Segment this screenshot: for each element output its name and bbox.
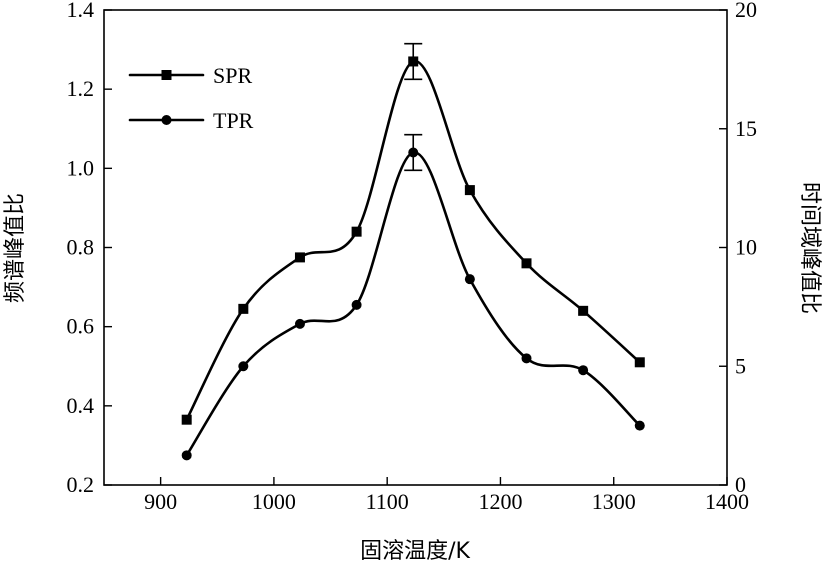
y-tick-label: 1.0	[67, 155, 95, 180]
tpr-point	[578, 365, 589, 376]
x-tick-label: 1300	[592, 489, 636, 514]
x-tick-label: 1100	[366, 489, 409, 514]
tpr-point	[408, 147, 419, 158]
x-tick-label: 1200	[478, 489, 522, 514]
x-tick-label: 1400	[705, 489, 749, 514]
legend-marker-spr	[161, 70, 172, 80]
spr-point	[464, 185, 475, 196]
tpr-point	[351, 299, 362, 310]
spr-point	[181, 414, 192, 425]
tpr-point	[521, 353, 532, 364]
plot-frame	[103, 9, 728, 486]
tpr-point	[181, 450, 192, 461]
x-axis-label: 固溶温度/K	[360, 539, 470, 564]
y-tick-label: 1.4	[67, 0, 95, 22]
y2-tick-label: 5	[735, 353, 746, 378]
spr-point	[294, 252, 305, 263]
y2-tick-label: 20	[735, 0, 757, 22]
tpr-point	[238, 361, 249, 372]
legend-marker-tpr	[161, 115, 172, 125]
y-tick-label: 0.4	[67, 393, 95, 418]
legend-label-tpr: TPR	[213, 108, 254, 133]
spr-point	[634, 357, 645, 368]
spr-point	[578, 305, 589, 316]
tpr-point	[634, 420, 645, 431]
y2-tick-label: 15	[735, 116, 757, 141]
y-tick-label: 1.2	[67, 76, 95, 101]
y-axis-label: 频谱峰值比	[3, 193, 28, 303]
x-tick-label: 1000	[252, 489, 296, 514]
tpr-series-line	[185, 151, 642, 457]
spr-point	[408, 56, 419, 67]
tpr-point	[464, 274, 475, 285]
y-tick-label: 0.6	[67, 314, 95, 339]
y-tick-label: 0.2	[67, 472, 95, 497]
spr-point	[521, 258, 532, 269]
legend-label-spr: SPR	[213, 63, 252, 88]
x-tick-label: 900	[144, 489, 177, 514]
y-tick-label: 0.8	[67, 235, 95, 260]
spr-point	[351, 226, 362, 237]
y2-tick-label: 10	[735, 235, 757, 260]
y2-tick-label: 0	[735, 472, 746, 497]
spr-point	[238, 303, 249, 314]
y2-axis-label: 时间域峰值比	[797, 182, 822, 314]
tpr-point	[294, 318, 305, 329]
